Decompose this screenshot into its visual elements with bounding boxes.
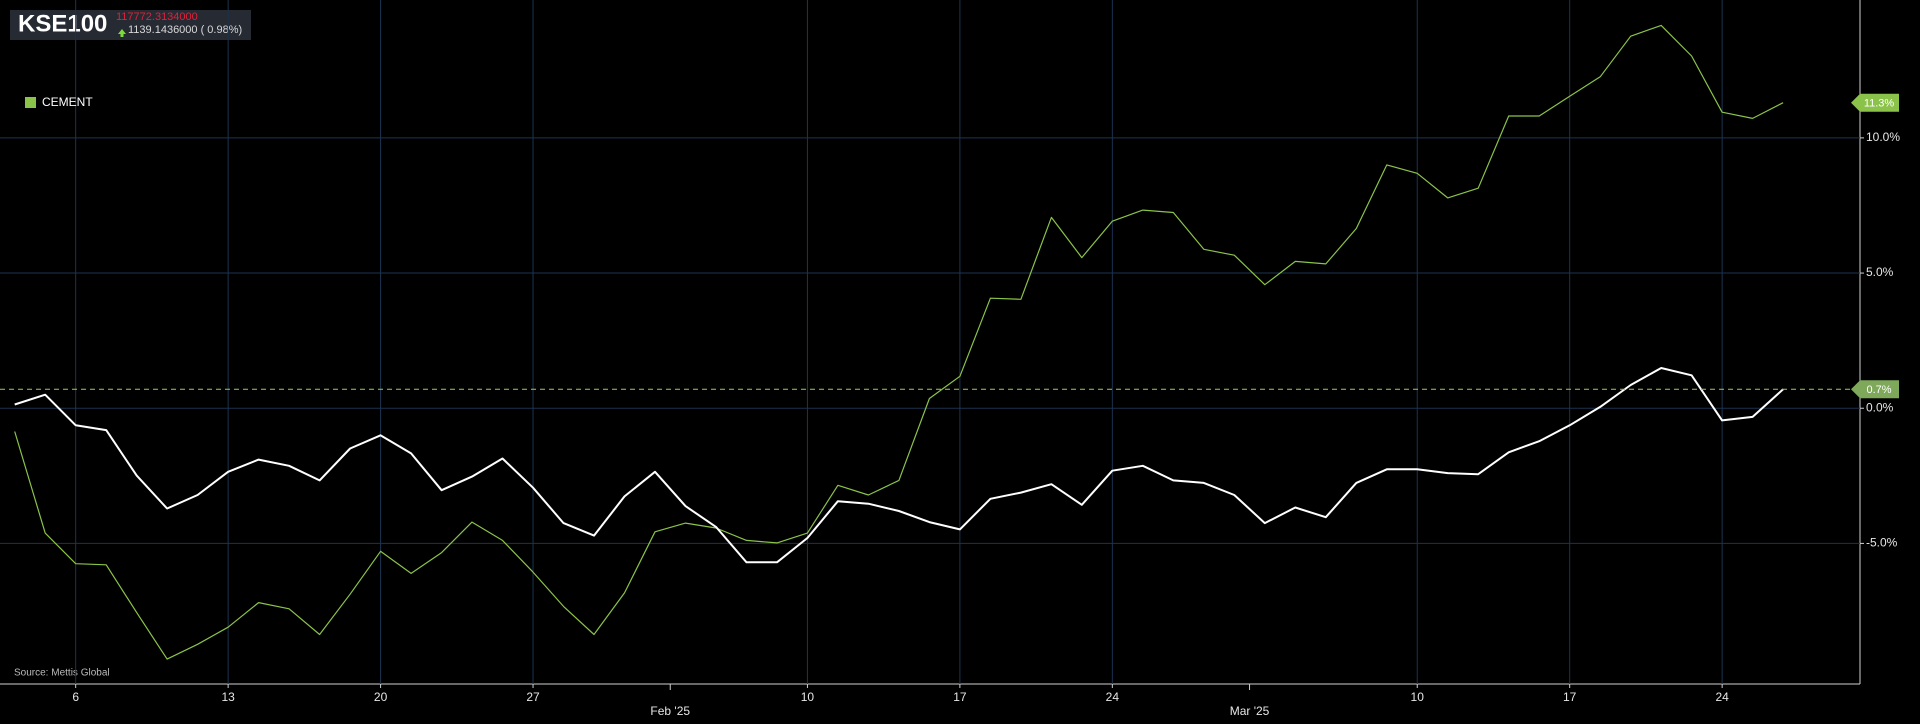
x-tick-label: 17 bbox=[1563, 690, 1577, 704]
price: 117772.3134000 bbox=[116, 11, 198, 23]
x-tick-label: 6 bbox=[72, 690, 79, 704]
legend-label: CEMENT bbox=[42, 95, 93, 109]
x-tick-label: 10 bbox=[1411, 690, 1425, 704]
y-tick-label: 5.0% bbox=[1866, 265, 1894, 279]
month-tick-label: Feb '25 bbox=[650, 704, 690, 718]
up-arrow bbox=[118, 29, 126, 37]
x-tick-label: 13 bbox=[221, 690, 235, 704]
y-tick-label: 10.0% bbox=[1866, 130, 1900, 144]
y-tick-label: 0.0% bbox=[1866, 400, 1894, 414]
change: 1139.1436000 ( 0.98%) bbox=[128, 24, 242, 36]
symbol: KSE100 bbox=[18, 10, 107, 37]
x-tick-label: 10 bbox=[801, 690, 815, 704]
source: Source: Mettis Global bbox=[14, 668, 110, 679]
x-tick-label: 24 bbox=[1106, 690, 1120, 704]
end-label: 11.3% bbox=[1864, 98, 1895, 110]
y-tick-label: -5.0% bbox=[1866, 536, 1898, 550]
end-tag bbox=[1851, 380, 1899, 399]
symbol-badge bbox=[10, 10, 251, 40]
legend-swatch bbox=[25, 97, 36, 108]
x-tick-label: 20 bbox=[374, 690, 388, 704]
series-line bbox=[14, 24, 1784, 660]
month-tick-label: Mar '25 bbox=[1230, 704, 1270, 718]
x-tick-label: 17 bbox=[953, 690, 967, 704]
x-tick-label: 24 bbox=[1715, 690, 1729, 704]
grid bbox=[0, 0, 1860, 684]
x-tick-label: 27 bbox=[526, 690, 540, 704]
series-line bbox=[14, 367, 1784, 564]
end-label: 0.7% bbox=[1866, 384, 1891, 396]
end-tag bbox=[1851, 93, 1899, 112]
